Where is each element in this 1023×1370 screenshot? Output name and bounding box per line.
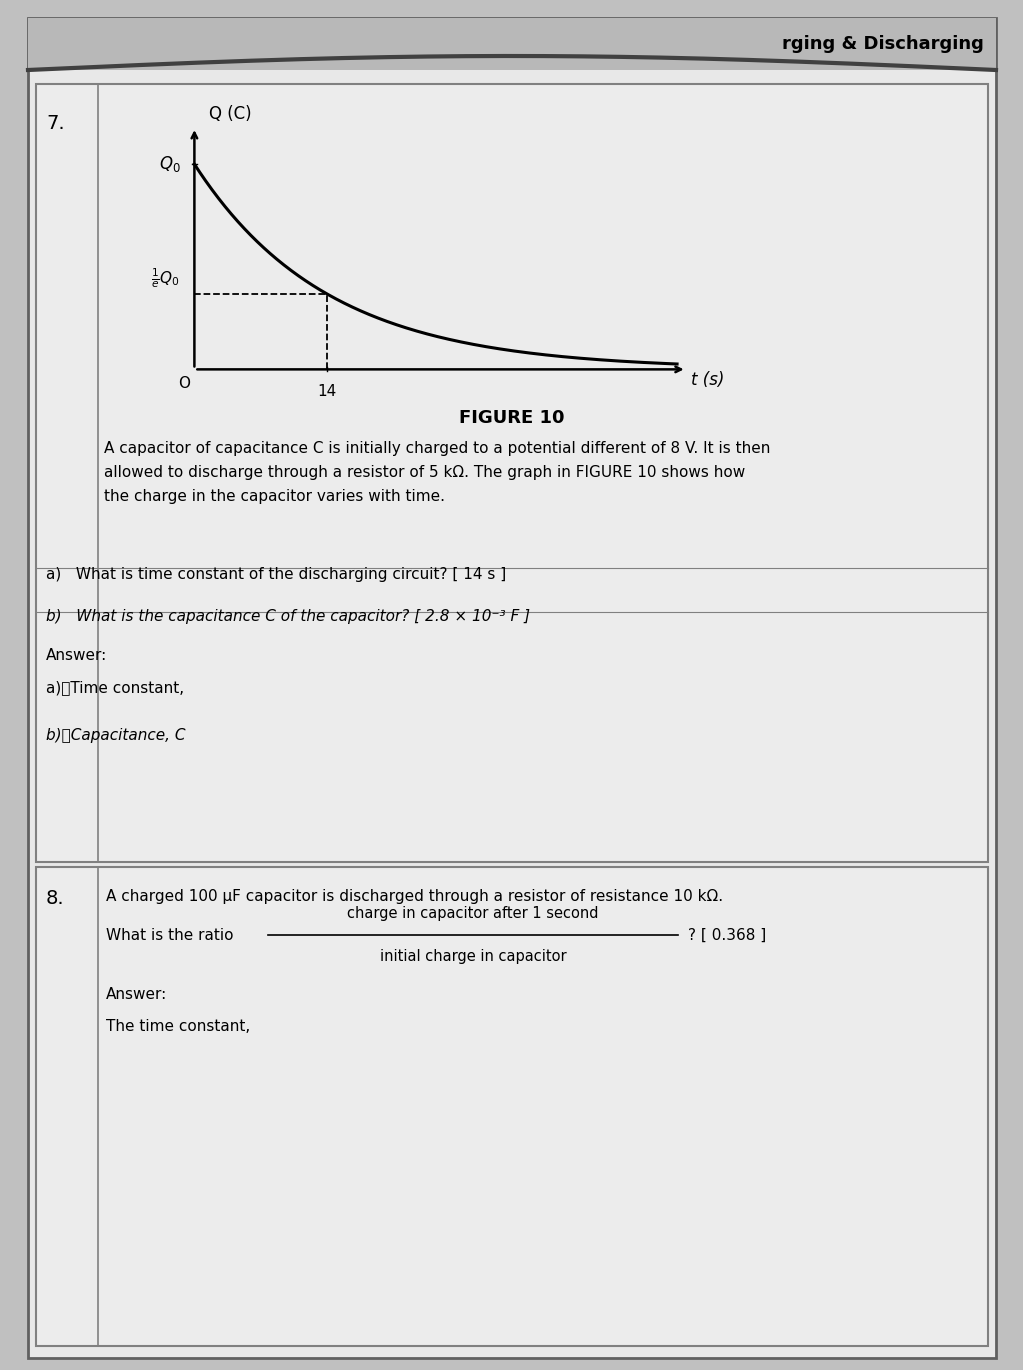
Text: 14: 14 — [317, 384, 337, 399]
Text: Answer:: Answer: — [46, 648, 107, 663]
Text: 8.: 8. — [46, 889, 64, 908]
Text: b)	Capacitance, C: b) Capacitance, C — [46, 727, 185, 743]
Text: O: O — [178, 375, 189, 390]
Text: a)   What is time constant of the discharging circuit? [ 14 s ]: a) What is time constant of the discharg… — [46, 567, 506, 581]
Text: charge in capacitor after 1 second: charge in capacitor after 1 second — [347, 906, 598, 921]
Text: Answer:: Answer: — [106, 988, 167, 1003]
Text: The time constant,: The time constant, — [106, 1019, 251, 1034]
Text: What is the ratio: What is the ratio — [106, 927, 233, 943]
Text: 7.: 7. — [46, 114, 64, 133]
Text: initial charge in capacitor: initial charge in capacitor — [380, 949, 567, 964]
Text: the charge in the capacitor varies with time.: the charge in the capacitor varies with … — [104, 489, 445, 504]
Text: rging & Discharging: rging & Discharging — [783, 36, 984, 53]
Text: $Q_0$: $Q_0$ — [159, 155, 180, 174]
Text: a)	Time constant,: a) Time constant, — [46, 680, 184, 695]
Text: $\frac{1}{e}Q_0$: $\frac{1}{e}Q_0$ — [151, 266, 180, 290]
Text: allowed to discharge through a resistor of 5 kΩ. The graph in FIGURE 10 shows ho: allowed to discharge through a resistor … — [104, 464, 745, 479]
Text: t (s): t (s) — [692, 371, 724, 389]
Text: A charged 100 μF capacitor is discharged through a resistor of resistance 10 kΩ.: A charged 100 μF capacitor is discharged… — [106, 889, 723, 904]
Text: FIGURE 10: FIGURE 10 — [459, 410, 565, 427]
Bar — [36, 867, 988, 1345]
Bar — [28, 18, 996, 70]
Bar — [36, 84, 988, 862]
Text: ? [ 0.368 ]: ? [ 0.368 ] — [688, 927, 766, 943]
Text: A capacitor of capacitance C is initially charged to a potential different of 8 : A capacitor of capacitance C is initiall… — [104, 441, 770, 456]
Text: b)   What is the capacitance C of the capacitor? [ 2.8 × 10⁻³ F ]: b) What is the capacitance C of the capa… — [46, 608, 530, 623]
Text: Q (C): Q (C) — [209, 105, 252, 123]
